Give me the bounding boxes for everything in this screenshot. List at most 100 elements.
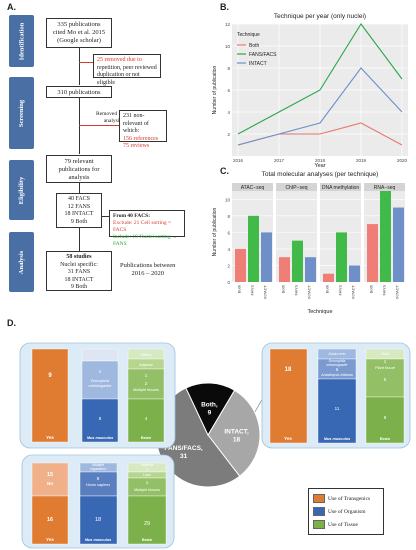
value-label: 8 xyxy=(99,416,102,421)
flow-box-facs: From 40 FACS: Exclude: 21 Cell sorting =… xyxy=(109,210,185,247)
chart-c-ytick-label: 8 xyxy=(227,214,230,219)
category-label: Mus musculus xyxy=(85,538,111,542)
chart-c-xtick-label: INTACT xyxy=(263,284,268,299)
category-label: Drosophila xyxy=(329,359,346,363)
value-label: 6 xyxy=(384,377,387,382)
chart-c-bar xyxy=(248,215,259,282)
chart-c-ytick-label: 4 xyxy=(227,247,230,252)
flow-arrow-4 xyxy=(79,228,80,251)
chart-c-xtick-label: FANS xyxy=(250,285,255,296)
flow-box-79: 79 relevant publications for analysis xyxy=(46,155,112,183)
chart-b-ytick-label: 6 xyxy=(227,88,230,93)
category-label: Yes xyxy=(46,435,54,440)
category-label: Brain xyxy=(141,435,152,440)
pie-slice-both xyxy=(185,382,236,437)
chart-c-facet-label: DNA methylation xyxy=(322,185,359,191)
flow-box-removed2: 231 non-relevant of which: 156 references… xyxy=(119,110,167,149)
chart-c-bar xyxy=(235,248,246,282)
pie-slice-label: Both, 9 xyxy=(201,401,218,416)
bar-organism-intact-mus xyxy=(317,378,357,444)
chart-b-line-fansfacs xyxy=(237,23,403,135)
chart-c-bar xyxy=(261,232,272,282)
value-label: 8 xyxy=(384,415,387,420)
flow-box-final: 58 studies Nuclei specific: 31 FANS 18 INTA… xyxy=(46,251,112,291)
chart-b-title: Technique per year (only nuclei) xyxy=(274,13,366,20)
bar-transgenics-fans-no xyxy=(31,462,69,497)
chart-b-xtick-label: 2017 xyxy=(274,158,285,163)
chart-c-bar xyxy=(279,257,290,282)
value-label: 1 xyxy=(146,480,149,485)
chart-c-facet-strip xyxy=(232,183,273,191)
bar-transgenics-intact xyxy=(269,348,308,444)
value-label: 2 xyxy=(145,381,148,386)
chart-c-xtick-label: FANS xyxy=(382,285,387,296)
pie-slice-label: FANS/FACS, 31 xyxy=(164,445,202,460)
removed-from-analysis-label: Removed from analysis xyxy=(96,111,130,124)
category-label: melanogaster xyxy=(88,384,112,388)
chart-b-ytick-label: 8 xyxy=(227,66,230,71)
bar-tissue-intact-plant xyxy=(365,358,405,398)
category-label: Drosophila xyxy=(91,379,109,383)
category-label: Arabidopsis thaliana xyxy=(320,373,353,377)
category-label: Adipose xyxy=(140,463,154,467)
flow-arrow-facs xyxy=(102,216,109,217)
chart-b-xtick-label: 2018 xyxy=(315,158,326,163)
category-label: Root xyxy=(381,352,390,356)
chart-c-ytick-label: 2 xyxy=(227,263,230,268)
legend-organism: Use of Organism xyxy=(313,507,379,516)
pie-slice-label: INTACT, 18 xyxy=(224,428,249,443)
chart-c-xtick-label: INTACT xyxy=(395,284,400,299)
chart-c-xtick-label: FANS xyxy=(338,285,343,296)
panel-d-label: D. xyxy=(7,318,16,328)
chart-c-xtick-label: Both xyxy=(325,285,330,293)
line-chart: Technique per year (only nuclei) 2 4 6 8 10 12… xyxy=(212,13,408,168)
category-label: Yes xyxy=(46,537,54,542)
category-label: Multiple xyxy=(92,463,104,467)
value-label: 1 xyxy=(384,359,387,364)
category-label: Plant tissue xyxy=(375,366,395,370)
panel-a-label: A. xyxy=(7,2,16,12)
chart-c-bar xyxy=(336,232,347,282)
panel-c-label: C. xyxy=(220,166,229,176)
value-label: 5 xyxy=(336,367,339,372)
flow-arrow-2 xyxy=(79,98,80,154)
stage-eligibility: Eligibility xyxy=(9,160,34,220)
chart-c-xtick-label: INTACT xyxy=(351,284,356,299)
category-label: No xyxy=(47,481,53,486)
chart-b-xtick-label: 2020 xyxy=(397,158,408,163)
pie-slice-intact xyxy=(207,389,261,477)
chart-c-xtick-label: INTACT xyxy=(307,284,312,299)
publications-between-label: Publications between 2016 – 2020 xyxy=(120,262,176,278)
chart-c-bar xyxy=(305,257,316,282)
category-label: Multiple tissues xyxy=(133,388,159,392)
flow-box-removed1: 25 removed due to repetition, peer review… xyxy=(93,54,161,86)
bar-organism-both-drosophila xyxy=(81,360,119,400)
pie-legend: Use of Transgenics Use of Organism Use o… xyxy=(308,488,384,535)
category-label: Mus musculus xyxy=(87,436,113,440)
category-label: Danio rerio xyxy=(328,352,345,356)
chart-c-xtick-label: FANS xyxy=(294,285,299,296)
value-label: 8 xyxy=(97,476,100,481)
legend-transgenics: Use of Transgenics xyxy=(313,494,379,503)
value-label: 11 xyxy=(335,406,340,411)
chart-c-bar xyxy=(292,240,303,282)
chart-b-xtick-label: 2016 xyxy=(233,158,244,163)
chart-c-ytick-label: 0 xyxy=(227,280,230,285)
category-label: Brain xyxy=(380,436,391,441)
value-label: 16 xyxy=(47,517,53,523)
chart-c-xlabel: Technique xyxy=(307,309,332,315)
value-label: 29 xyxy=(144,521,150,527)
category-label: Multiple tissues xyxy=(134,488,160,492)
bar-tissue-fans-brain xyxy=(127,495,167,545)
chart-b-xlabel: Year xyxy=(314,163,325,168)
chart-c-bar xyxy=(323,273,334,282)
chart-b-ytick-label: 4 xyxy=(227,110,230,115)
value-label: 18 xyxy=(285,367,292,373)
chart-c-facet-label: ChIP−seq xyxy=(285,185,307,191)
category-label: Yes xyxy=(284,436,292,441)
chart-c-title: Total molecular analyses (per technique) xyxy=(262,171,379,178)
bar-organism-both-empty xyxy=(81,348,119,362)
chart-c-bar xyxy=(367,224,378,282)
chart-b-ytick-label: 10 xyxy=(225,44,231,49)
category-label: Adipose xyxy=(138,363,153,367)
